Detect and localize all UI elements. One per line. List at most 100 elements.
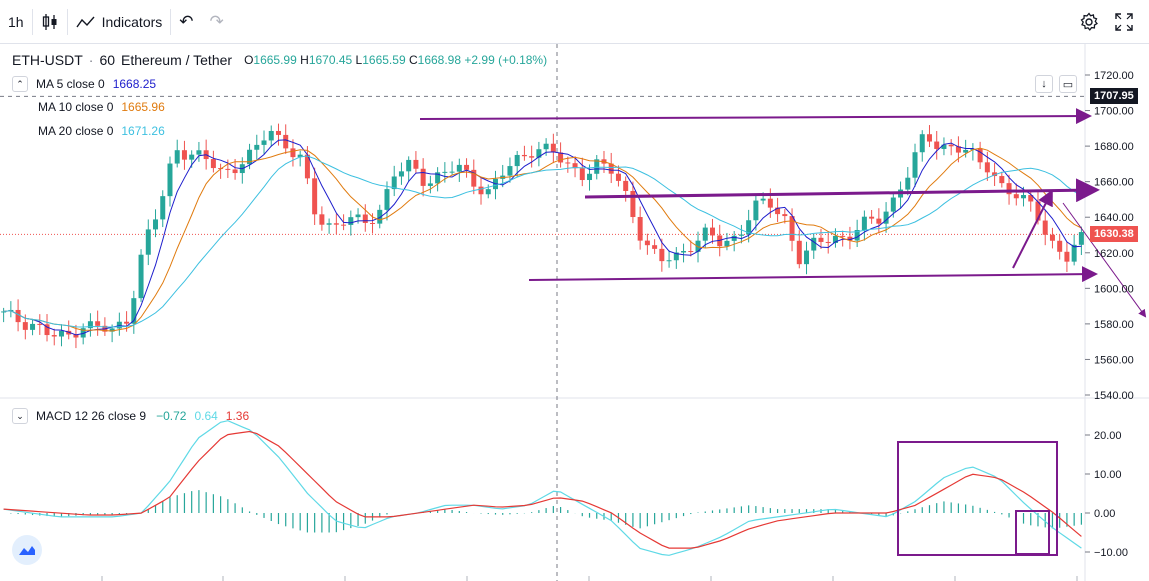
- candles-layer: [1, 123, 1084, 349]
- candle-body: [529, 156, 535, 158]
- candle-body: [775, 207, 781, 215]
- price-axis: 1720.00 1700.00 1680.00 1660.00 1640.00 1620.…: [1085, 70, 1134, 559]
- top-toolbar: 1h Indicators ↶ ↷: [0, 0, 1149, 44]
- collapse-macd-button[interactable]: ⌄: [12, 408, 28, 424]
- candle-body: [767, 198, 773, 208]
- high-value: 1670.45: [308, 53, 353, 67]
- candle-body: [688, 251, 694, 253]
- candle-body: [869, 216, 875, 219]
- price-tick-label: 1660.00: [1094, 177, 1134, 189]
- symbol-ticker[interactable]: ETH-USDT: [12, 52, 83, 68]
- drawing-annotations: [419, 108, 1147, 556]
- projection-down-arrow: [1062, 202, 1147, 318]
- candle-body: [297, 154, 303, 158]
- macd-hist-value: −0.72: [156, 409, 187, 423]
- chart-canvas[interactable]: 1720.00 1700.00 1680.00 1660.00 1640.00 1620.…: [0, 44, 1149, 581]
- candle-body: [789, 216, 795, 241]
- symbol-name: Ethereum / Tether: [121, 52, 233, 68]
- candle-body: [210, 159, 216, 169]
- candle-body: [471, 169, 477, 187]
- ma5-legend: ⌃ MA 5 close 0 1668.25: [12, 76, 156, 92]
- indicators-button[interactable]: Indicators: [68, 0, 171, 44]
- candle-body: [413, 159, 419, 169]
- candle-body: [420, 168, 426, 186]
- fullscreen-button[interactable]: [1107, 0, 1149, 44]
- indicators-label: Indicators: [101, 13, 163, 30]
- candle-body: [124, 321, 130, 324]
- ma20-line: [3, 155, 1082, 328]
- candle-body: [709, 227, 715, 236]
- candle-body: [268, 130, 274, 141]
- candle-body: [1006, 183, 1012, 195]
- candle-body: [138, 254, 144, 299]
- candle-body: [485, 189, 491, 195]
- candle-body: [796, 240, 802, 265]
- ohlc-values: O1665.99 H1670.45 L1665.59 C1668.98 +2.9…: [244, 53, 547, 67]
- candle-body: [377, 209, 383, 224]
- scroll-to-latest-button[interactable]: ↓: [1035, 75, 1053, 93]
- candle-body: [861, 216, 867, 231]
- settings-button[interactable]: [1071, 0, 1107, 44]
- candle-body: [1078, 232, 1084, 245]
- candle-body: [51, 335, 57, 337]
- candle-body: [44, 324, 50, 336]
- candle-body: [659, 248, 665, 262]
- candle-body: [1021, 195, 1027, 199]
- toolbar-divider: [66, 8, 68, 35]
- candle-body: [673, 252, 679, 261]
- candle-body: [854, 230, 860, 241]
- maximize-pane-button[interactable]: ▭: [1059, 75, 1077, 93]
- chevron-down-icon: ⌄: [16, 410, 24, 421]
- ma5-label: MA 5 close 0: [36, 77, 105, 91]
- candle-body: [919, 134, 925, 153]
- candle-body: [304, 154, 310, 179]
- resistance-trendline: [419, 108, 1092, 125]
- tradingview-logo[interactable]: [12, 535, 42, 565]
- candle-body: [58, 330, 64, 337]
- candle-body: [731, 235, 737, 241]
- macd-legend: ⌄ MACD 12 26 close 9 −0.72 0.64 1.36: [12, 408, 249, 424]
- candle-body: [536, 149, 542, 158]
- toolbar-divider: [31, 8, 33, 35]
- logo-icon: [19, 546, 35, 555]
- indicators-icon: [76, 16, 95, 27]
- candle-body: [355, 214, 361, 218]
- candle-body: [543, 143, 549, 150]
- interval-button[interactable]: 1h: [0, 0, 32, 44]
- candle-body: [275, 130, 281, 135]
- candle-body: [15, 309, 21, 323]
- redo-button[interactable]: ↷: [202, 0, 232, 44]
- fullscreen-icon: [1115, 13, 1133, 31]
- candle-body: [883, 211, 889, 224]
- close-value: 1668.98: [417, 53, 462, 67]
- ma10-legend: MA 10 close 0 1665.96: [38, 100, 165, 114]
- candle-body: [464, 164, 470, 170]
- undo-button[interactable]: ↶: [171, 0, 201, 44]
- candle-body: [1049, 234, 1055, 241]
- candle-body: [550, 143, 556, 153]
- candle-body: [615, 173, 621, 181]
- candle-body: [521, 154, 527, 157]
- change-value: +2.99 (+0.18%): [464, 53, 548, 67]
- candle-body: [456, 164, 462, 172]
- candle-body: [348, 217, 354, 225]
- collapse-legend-button[interactable]: ⌃: [12, 76, 28, 92]
- macd-line: [3, 420, 1082, 556]
- candle-body: [644, 240, 650, 246]
- candle-body: [623, 180, 629, 191]
- candle-body: [247, 149, 253, 165]
- candle-body: [999, 176, 1005, 184]
- macd-tick-label: 20.00: [1094, 430, 1122, 442]
- projection-up-arrow: [1012, 189, 1053, 269]
- candle-body: [391, 176, 397, 190]
- candle-body: [1013, 194, 1019, 199]
- candle-body: [825, 241, 831, 243]
- chart-type-button[interactable]: [33, 0, 67, 44]
- candle-body: [847, 236, 853, 241]
- arrow-down-icon: ↓: [1041, 78, 1047, 90]
- legend-dot: ·: [88, 52, 94, 68]
- candle-body: [478, 186, 484, 195]
- candle-body: [579, 168, 585, 181]
- candle-body: [1071, 244, 1077, 262]
- price-tick-label: 1580.00: [1094, 319, 1134, 331]
